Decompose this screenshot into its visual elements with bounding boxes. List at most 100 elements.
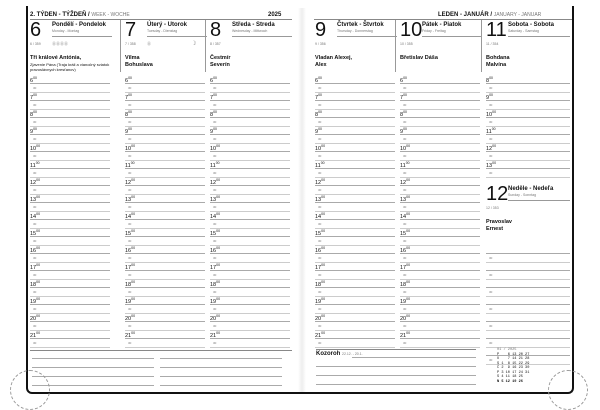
hour-label: 1700 bbox=[30, 263, 40, 271]
half-hour-line bbox=[125, 92, 205, 93]
half-hour-label: 30 bbox=[489, 154, 493, 158]
hour: 15 bbox=[210, 230, 217, 237]
hour: 12 bbox=[210, 179, 217, 186]
minutes: 00 bbox=[216, 314, 221, 318]
name-day: Vladan Alexej, Alex bbox=[315, 55, 355, 69]
hour-line bbox=[486, 134, 570, 135]
mini-calendar-row: S 4 11 18 25 bbox=[497, 375, 529, 380]
minutes: 00 bbox=[406, 297, 411, 301]
holiday-note: Zjavenie Pána (Traja králi a vianočný sv… bbox=[30, 62, 110, 72]
corner-cut-mark bbox=[10, 370, 50, 410]
half-hour-label: 30 bbox=[318, 307, 322, 311]
hour-line bbox=[125, 270, 205, 271]
minutes: 00 bbox=[131, 246, 136, 250]
weekday: P bbox=[497, 370, 500, 375]
half-hour-label: 30 bbox=[403, 290, 407, 294]
hour-line bbox=[400, 219, 480, 220]
minutes: 00 bbox=[213, 110, 217, 114]
hour: 8 bbox=[210, 111, 214, 118]
notes-line bbox=[316, 375, 476, 376]
half-hour-line bbox=[315, 313, 395, 314]
hour: 11 bbox=[210, 162, 216, 169]
half-hour-label: 30 bbox=[128, 103, 132, 107]
hour: 13 bbox=[486, 162, 493, 169]
half-hour-label: 30 bbox=[128, 154, 132, 158]
hour: 20 bbox=[125, 315, 132, 322]
hour-label: 900 bbox=[400, 127, 407, 135]
half-hour-line bbox=[125, 194, 205, 195]
half-hour-label: 30 bbox=[33, 273, 37, 277]
half-hour-line bbox=[400, 313, 480, 314]
half-hour-label: 30 bbox=[213, 324, 217, 328]
half-hour-label: 30 bbox=[403, 171, 407, 175]
minutes: 00 bbox=[216, 212, 221, 216]
hour-label: 1100 bbox=[210, 161, 220, 169]
hour-label: 2100 bbox=[30, 331, 40, 339]
day-of-year: 6 / 359 bbox=[30, 42, 41, 46]
hour-line bbox=[315, 287, 395, 288]
half-hour-line bbox=[315, 330, 395, 331]
dates: 2 9 16 23 30 bbox=[499, 366, 530, 370]
hour: 19 bbox=[400, 298, 407, 305]
day-name-sub: Wednesday - Mittwoch bbox=[232, 29, 268, 33]
hour-label: 1100 bbox=[400, 161, 410, 169]
minutes: 00 bbox=[216, 178, 221, 182]
half-hour-line bbox=[30, 194, 110, 195]
hour-line bbox=[315, 236, 395, 237]
hour: 11 bbox=[125, 162, 131, 169]
hour: 15 bbox=[125, 230, 132, 237]
half-hour-line bbox=[315, 228, 395, 229]
half-hour-label: 30 bbox=[318, 256, 322, 260]
mini-calendar: 01 / 2025 P 6 13 20 27 U 7 14 21 28 S 1 8 1… bbox=[497, 348, 529, 384]
half-hour-line bbox=[210, 109, 290, 110]
hour-line bbox=[30, 83, 110, 84]
hour-line bbox=[210, 168, 290, 169]
minutes: 00 bbox=[321, 212, 326, 216]
half-hour-line bbox=[125, 330, 205, 331]
hour-line bbox=[315, 321, 395, 322]
name-day-text: Vladan Alexej, Alex bbox=[315, 55, 353, 68]
half-hour-label: 30 bbox=[33, 86, 37, 90]
hour: 15 bbox=[400, 230, 407, 237]
hour-label: 1500 bbox=[210, 229, 220, 237]
day-of-year: 9 / 356 bbox=[315, 42, 326, 46]
half-hour-line bbox=[210, 194, 290, 195]
half-hour-line bbox=[125, 126, 205, 127]
header-rule bbox=[52, 36, 112, 37]
hour-label: 1900 bbox=[125, 297, 135, 305]
hour-label: 900 bbox=[30, 127, 37, 135]
minutes: 00 bbox=[321, 144, 326, 148]
name-day-text: Vilma Bohuslava bbox=[125, 55, 153, 68]
hour-line bbox=[486, 270, 570, 271]
hour: 13 bbox=[315, 196, 322, 203]
day-of-year: 8 / 357 bbox=[210, 42, 221, 46]
hour-line bbox=[400, 321, 480, 322]
weekday: Č bbox=[497, 366, 500, 370]
week-sub: WEEK - WOCHE bbox=[91, 12, 130, 18]
hour: 17 bbox=[315, 264, 322, 271]
day-of-year: 11 / 354 bbox=[486, 42, 499, 46]
half-hour-label: 30 bbox=[128, 222, 132, 226]
hour-line bbox=[125, 185, 205, 186]
hour-label: 1500 bbox=[30, 229, 40, 237]
hour-line bbox=[315, 151, 395, 152]
hour: 12 bbox=[400, 179, 407, 186]
half-hour-label: 30 bbox=[128, 307, 132, 311]
half-hour-line bbox=[30, 296, 110, 297]
half-hour-label: 30 bbox=[213, 205, 217, 209]
half-hour-line bbox=[30, 330, 110, 331]
minutes: 00 bbox=[318, 127, 322, 131]
half-hour-label: 30 bbox=[403, 205, 407, 209]
minutes: 00 bbox=[321, 331, 326, 335]
minutes: 00 bbox=[406, 178, 411, 182]
name-day-text: Pravoslav Ernest bbox=[486, 219, 512, 232]
hour-label: 1400 bbox=[125, 212, 135, 220]
minutes: 00 bbox=[406, 263, 411, 267]
hour-line bbox=[315, 253, 395, 254]
minutes: 00 bbox=[36, 195, 41, 199]
hour-label: 800 bbox=[400, 110, 407, 118]
half-hour-line bbox=[210, 177, 290, 178]
half-hour-label: 30 bbox=[33, 188, 37, 192]
hour-line bbox=[486, 83, 570, 84]
name-day: Bohdana Malvína bbox=[486, 55, 526, 69]
